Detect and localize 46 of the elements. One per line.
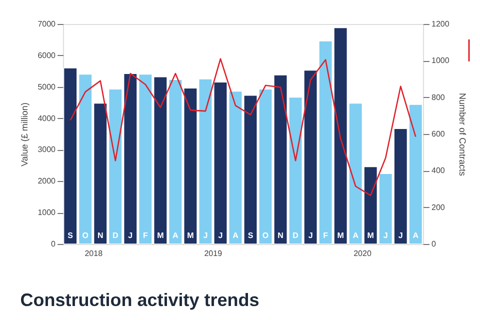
x-tick-label: F xyxy=(142,231,148,240)
text: 2020 xyxy=(354,249,372,258)
x-tick-label: A xyxy=(352,231,359,240)
x-tick-label: J xyxy=(383,231,388,240)
x-tick-label: J xyxy=(218,231,223,240)
y2-tick-label: 0 xyxy=(432,240,436,248)
x-tick-label: A xyxy=(412,231,419,240)
y2-tick-label: 600 xyxy=(432,130,446,138)
x-tick-label: M xyxy=(337,231,344,240)
x-tick-label: M xyxy=(187,231,194,240)
y-tick-label: 7000 xyxy=(38,20,56,28)
text: 2019 xyxy=(204,249,223,258)
y-tick-label: 2000 xyxy=(38,176,56,186)
x-tick-label: D xyxy=(292,231,299,240)
y2-tick-label: 800 xyxy=(432,92,446,102)
y2-axis-title: Number of Contracts xyxy=(457,92,468,177)
y-tick-label: 3000 xyxy=(38,145,56,154)
x-tick-label: J xyxy=(203,231,208,240)
x-tick-label: N xyxy=(97,231,104,240)
y-tick-label: 4000 xyxy=(38,114,56,123)
y-tick-label: 6000 xyxy=(38,50,56,60)
x-tick-label: N xyxy=(278,231,284,240)
x-tick-label: A xyxy=(232,231,239,240)
text: Construction activity trends xyxy=(20,290,260,310)
y2-tick-label: 200 xyxy=(432,202,446,212)
x-tick-label: M xyxy=(367,231,374,240)
y2-tick-label: 1000 xyxy=(432,56,450,66)
x-tick-label: O xyxy=(82,231,88,240)
x-tick-label: J xyxy=(398,231,403,240)
x-tick-label: S xyxy=(68,231,74,240)
x-tick-label: D xyxy=(112,231,119,240)
x-tick-label: A xyxy=(172,231,179,240)
x-tick-label: J xyxy=(308,231,313,240)
y-axis-title: Value (£ million) xyxy=(20,102,30,166)
y-tick-label: 0 xyxy=(51,240,56,248)
x-tick-label: F xyxy=(323,231,328,240)
x-tick-label: O xyxy=(262,231,269,240)
text: 2018 xyxy=(84,249,104,258)
x-tick-label: S xyxy=(248,231,254,240)
line-series xyxy=(70,58,416,196)
y2-tick-label: 1200 xyxy=(432,20,450,28)
x-tick-label: J xyxy=(128,231,133,240)
y-tick-label: 5000 xyxy=(38,82,56,92)
y2-tick-label: 400 xyxy=(432,166,446,176)
y-tick-label: 1000 xyxy=(38,208,56,218)
x-tick-label: M xyxy=(157,231,164,240)
